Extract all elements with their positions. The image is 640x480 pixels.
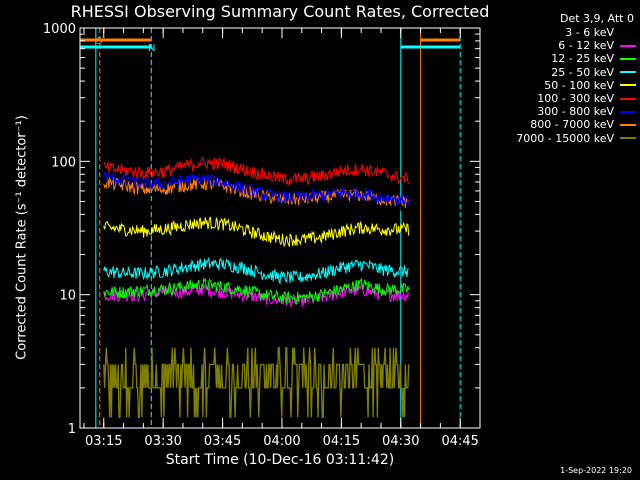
legend-row: 25 - 50 keV [488,66,636,79]
legend-header: Det 3,9, Att 0 [560,12,634,25]
legend-swatch [620,71,636,74]
flag-label-n: N [148,43,155,54]
series-line-8 [103,347,410,419]
y-axis-label: Corrected Count Rate (s⁻¹ detector⁻¹) [14,115,30,360]
axis-layer: 1 10 100 1000 03:15 03:30 03:45 04:00 04:15 04:30… [43,22,481,449]
x-tick-label: 04:30 [382,434,419,449]
legend-swatch [620,137,636,140]
legend-row: 800 - 7000 keV [488,118,636,131]
legend-label: 300 - 800 keV [537,105,614,119]
series-line-4 [103,216,410,248]
x-tick-label: 03:15 [85,434,122,449]
legend-label: 800 - 7000 keV [530,118,614,132]
y-tick-label: 100 [51,155,76,170]
legend: Det 3,9, Att 0 3 - 6 keV 6 - 12 keV 12 - 2… [488,12,636,145]
flag-layer: SN [80,28,461,428]
series-line-7 [103,176,410,208]
datestamp: 1-Sep-2022 19:20 [560,466,632,475]
flag-label-s: S [96,36,102,47]
plot-frame [79,27,481,429]
legend-row: 12 - 25 keV [488,52,636,65]
legend-swatch [620,110,636,113]
legend-label: 6 - 12 keV [558,39,614,53]
legend-swatch [620,57,636,60]
x-tick-label: 04:00 [263,434,300,449]
series-line-6 [103,171,410,206]
legend-swatch [620,31,636,34]
series-line-5 [103,156,410,186]
legend-label: 7000 - 15000 keV [516,131,614,145]
y-tick-label: 1 [68,422,76,437]
legend-swatch [620,84,636,87]
legend-label: 100 - 300 keV [537,92,614,106]
legend-row: 300 - 800 keV [488,105,636,118]
legend-label: 3 - 6 keV [565,26,614,40]
series-line-3 [103,256,409,285]
legend-row: 50 - 100 keV [488,79,636,92]
y-tick-label: 1000 [43,22,76,37]
chart-title: RHESSI Observing Summary Count Rates, Co… [70,2,490,21]
series-layer [103,156,410,419]
x-tick-label: 04:15 [323,434,360,449]
legend-label: 25 - 50 keV [551,65,614,79]
legend-label: 12 - 25 keV [551,52,614,66]
legend-row: 3 - 6 keV [488,26,636,39]
legend-swatch [620,44,636,47]
x-tick-label: 03:45 [204,434,241,449]
legend-swatch [620,123,636,126]
legend-swatch [620,97,636,100]
x-axis-label: Start Time (10-Dec-16 03:11:42) [165,452,395,468]
x-tick-label: 04:45 [441,434,478,449]
legend-row: 100 - 300 keV [488,92,636,105]
x-tick-label: 03:30 [144,434,181,449]
legend-label: 50 - 100 keV [544,78,614,92]
series-line-2 [103,277,410,305]
legend-row: 7000 - 15000 keV [488,132,636,145]
y-tick-label: 10 [59,289,76,304]
legend-row: 6 - 12 keV [488,39,636,52]
